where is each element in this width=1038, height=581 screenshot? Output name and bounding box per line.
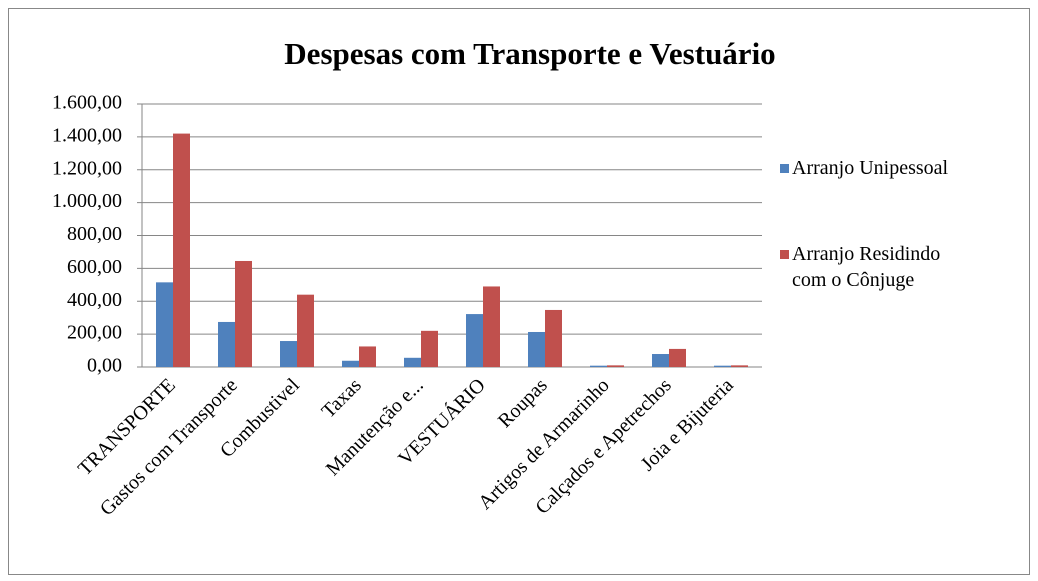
bar <box>669 348 686 367</box>
bar <box>607 365 624 367</box>
legend-label: Arranjo Unipessoal <box>792 157 949 179</box>
bar <box>156 282 173 367</box>
bar <box>421 330 438 367</box>
bar <box>483 286 500 367</box>
y-tick-label: 1.200,00 <box>52 157 122 179</box>
y-tick-label: 1.000,00 <box>52 190 122 212</box>
legend-item: Arranjo Unipessoal <box>780 155 1020 181</box>
x-tick-label: Taxas <box>317 374 365 422</box>
bar <box>280 341 297 367</box>
y-tick-label: 800,00 <box>67 223 122 245</box>
bar <box>590 365 607 367</box>
legend-swatch <box>780 250 789 259</box>
legend-label: Arranjo Residindo com o Cônjuge <box>792 243 941 291</box>
bar <box>731 365 748 367</box>
bar <box>173 133 190 367</box>
y-tick-label: 400,00 <box>67 289 122 311</box>
bar <box>528 331 545 367</box>
bar <box>297 294 314 367</box>
bar <box>342 360 359 367</box>
y-tick-label: 1.600,00 <box>52 92 122 114</box>
chart-frame <box>8 8 1030 575</box>
bar <box>218 321 235 367</box>
y-tick-label: 600,00 <box>67 256 122 278</box>
bar <box>714 365 731 367</box>
x-tick-label: Roupas <box>494 374 552 432</box>
chart-title: Despesas com Transporte e Vestuário <box>284 36 775 71</box>
legend-item: Arranjo Residindo com o Cônjuge <box>780 241 1020 293</box>
bar <box>404 357 421 367</box>
bar <box>652 354 669 367</box>
bar <box>359 346 376 367</box>
bar <box>466 314 483 367</box>
y-tick-label: 200,00 <box>67 322 122 344</box>
legend-swatch <box>780 164 789 173</box>
bar <box>235 260 252 367</box>
legend: Arranjo Unipessoal Arranjo Residindo com … <box>780 155 1020 353</box>
y-tick-label: 0,00 <box>87 355 122 377</box>
y-tick-label: 1.400,00 <box>52 124 122 146</box>
bar <box>545 309 562 367</box>
